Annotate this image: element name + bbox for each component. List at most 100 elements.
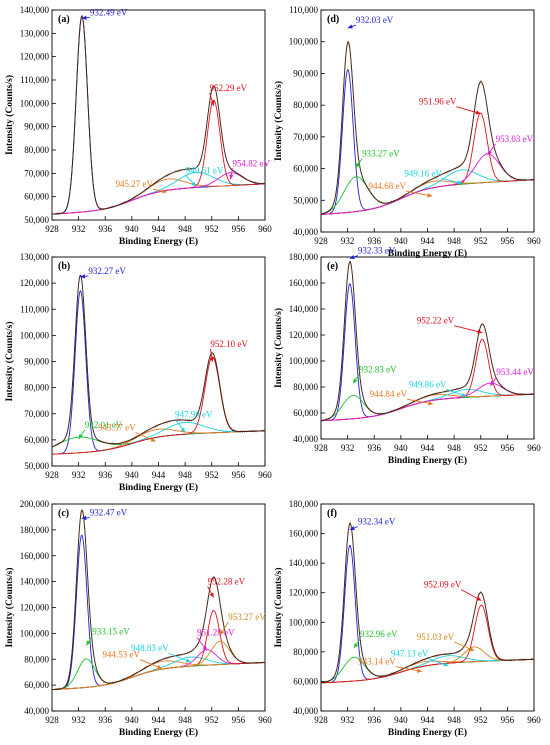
y-tick-label: 120,000 (289, 588, 319, 598)
x-tick-label: 960 (527, 715, 541, 725)
y-tick-label: 130,000 (20, 28, 50, 38)
peak-arrowhead (461, 392, 467, 397)
plot-area (321, 260, 534, 422)
y-tick-label: 90,000 (293, 68, 318, 78)
x-tick-label: 928 (45, 224, 59, 234)
component-peak (321, 382, 534, 422)
peak-arrowhead (427, 193, 433, 198)
y-tick-label: 80,000 (293, 382, 318, 392)
y-tick-label: 120,000 (20, 52, 50, 62)
plot-frame (320, 503, 535, 712)
x-tick-label: 940 (394, 715, 408, 725)
y-tick-label: 80,000 (293, 100, 318, 110)
component-peak (321, 389, 534, 422)
x-tick-label: 948 (178, 224, 192, 234)
x-tick-label: 928 (314, 443, 328, 453)
panel-label: (e) (327, 261, 338, 272)
peak-label: 947.99 eV (175, 409, 213, 419)
peak-arrowhead (150, 437, 156, 442)
peak-label: 954.82 eV (233, 158, 271, 168)
y-tick-label: 80,000 (24, 654, 49, 664)
x-tick-label: 932 (341, 715, 355, 725)
y-axis-title: Intensity (Counts/s) (273, 81, 284, 161)
x-axis-title: Binding Energy (E) (388, 727, 467, 738)
component-peak (52, 356, 265, 455)
x-tick-label: 928 (45, 470, 59, 480)
x-tick-label: 948 (447, 236, 461, 246)
y-tick-label: 120,000 (20, 278, 50, 288)
x-tick-label: 944 (152, 470, 166, 480)
y-tick-label: 60,000 (293, 164, 318, 174)
plot-area (52, 274, 265, 455)
x-tick-label: 956 (501, 715, 515, 725)
y-tick-label: 110,000 (20, 304, 49, 314)
component-peak (52, 640, 265, 691)
x-tick-label: 944 (152, 224, 166, 234)
y-tick-label: 200,000 (20, 499, 50, 509)
peak-arrowhead (476, 596, 482, 601)
panel-label: (b) (58, 261, 70, 272)
x-axis-title: Binding Energy (E) (119, 727, 198, 738)
x-tick-label: 948 (178, 470, 192, 480)
peak-arrowhead (180, 427, 186, 433)
peak-label: 932.27 eV (88, 266, 126, 276)
experimental-curve (52, 274, 265, 448)
y-tick-label: 120,000 (20, 603, 50, 613)
peak-label: 952.10 eV (210, 339, 248, 349)
x-tick-label: 960 (258, 470, 272, 480)
experimental-curve (321, 40, 534, 215)
x-tick-label: 952 (205, 224, 219, 234)
peak-arrowhead (209, 357, 214, 362)
background-curve (321, 393, 534, 422)
peak-arrowhead (209, 592, 214, 598)
peak-label: 932.34 eV (358, 517, 396, 527)
peak-label: 947.13 eV (391, 649, 429, 659)
y-axis-title: Intensity (Counts/s) (273, 568, 284, 648)
envelope-curve (52, 509, 265, 691)
y-tick-label: 80,000 (24, 145, 49, 155)
peak-arrowhead (475, 110, 481, 115)
y-tick-label: 140,000 (20, 5, 50, 15)
y-tick-label: 110,000 (20, 75, 49, 85)
y-tick-label: 120,000 (289, 330, 319, 340)
y-tick-label: 140,000 (20, 577, 50, 587)
chart-panel: 928 932 936 940 944 948 952 956 960 40,000 60,000 8… (4, 499, 272, 738)
x-tick-label: 936 (99, 470, 113, 480)
x-tick-label: 956 (501, 236, 515, 246)
y-tick-label: 110,000 (289, 5, 318, 15)
peak-label: 949.61 eV (186, 165, 224, 175)
x-tick-label: 932 (72, 470, 86, 480)
x-tick-label: 932 (72, 224, 86, 234)
x-tick-label: 944 (421, 715, 435, 725)
envelope-curve (321, 522, 534, 684)
peak-label: 932.96 eV (360, 629, 398, 639)
component-peak (321, 393, 534, 421)
x-tick-label: 956 (232, 224, 246, 234)
x-tick-label: 952 (474, 443, 488, 453)
y-tick-label: 100,000 (20, 98, 50, 108)
background-curve (52, 183, 265, 215)
peak-label: 932.83 eV (359, 364, 397, 374)
plot-area (52, 509, 265, 691)
y-tick-label: 100,000 (289, 617, 319, 627)
peak-label: 948.83 eV (131, 643, 169, 653)
plot-area (321, 521, 534, 684)
component-peak (321, 283, 534, 422)
y-tick-label: 60,000 (24, 680, 49, 690)
peak-arrowhead (354, 642, 359, 648)
x-tick-label: 936 (99, 715, 113, 725)
y-tick-label: 40,000 (293, 706, 318, 716)
component-peak (321, 393, 534, 422)
peak-arrowhead (487, 149, 493, 155)
x-tick-label: 936 (368, 715, 382, 725)
x-axis-title: Binding Energy (E) (388, 248, 467, 259)
x-tick-label: 960 (258, 715, 272, 725)
x-tick-label: 944 (152, 715, 166, 725)
y-tick-label: 130,000 (20, 252, 50, 262)
y-tick-label: 70,000 (24, 168, 49, 178)
x-tick-label: 944 (421, 236, 435, 246)
x-tick-label: 928 (45, 715, 59, 725)
y-tick-label: 70,000 (293, 132, 318, 142)
peak-label: 953.27 eV (228, 612, 266, 622)
